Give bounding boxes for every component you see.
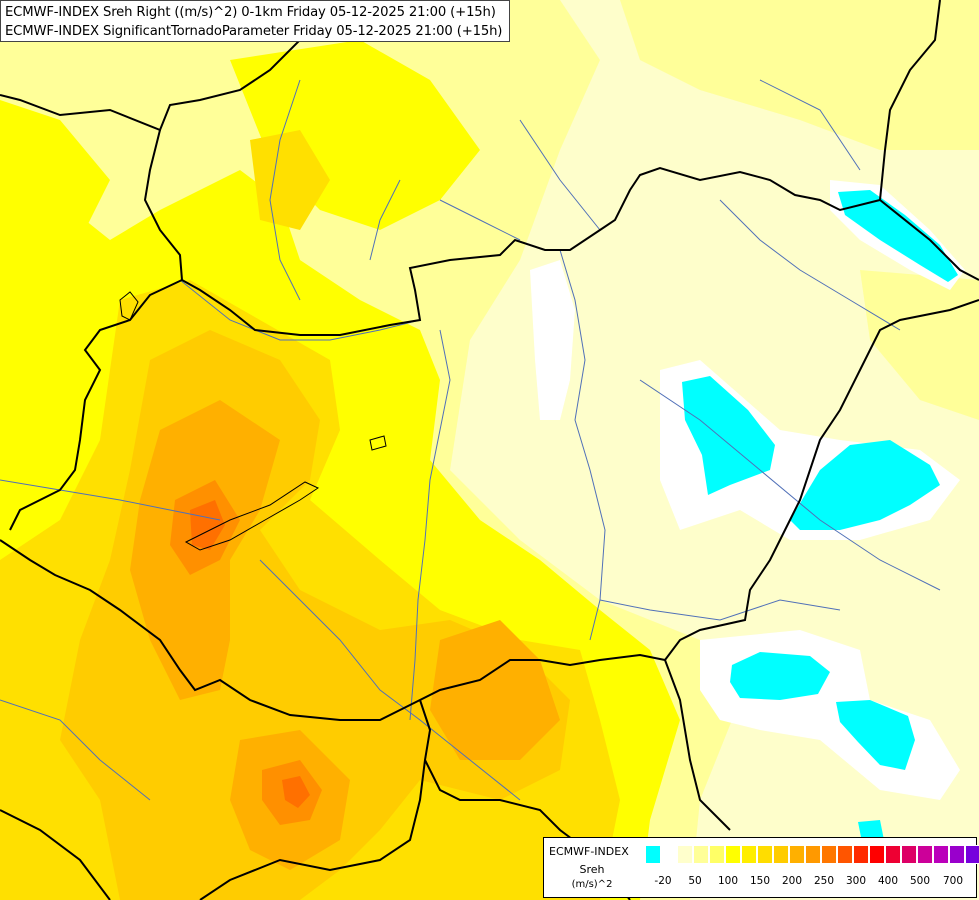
legend-swatch <box>741 845 757 864</box>
legend-swatch <box>693 845 709 864</box>
legend-swatch <box>757 845 773 864</box>
legend-tick-label: 700 <box>942 875 964 887</box>
legend-tick-label: 50 <box>688 875 702 887</box>
field-white-central <box>530 260 575 420</box>
legend-unit-label: (m/s)^2 <box>571 879 613 890</box>
legend-tick-label: 150 <box>749 875 771 887</box>
legend-swatch <box>725 845 741 864</box>
field-orange-mid <box>430 620 560 760</box>
title-line-2: ECMWF-INDEX SignificantTornadoParameter … <box>5 24 503 39</box>
legend-swatch <box>949 845 965 864</box>
field-red-orange <box>190 500 225 550</box>
legend-variable-label: Sreh <box>579 863 605 876</box>
field-cyan-5 <box>838 190 958 282</box>
field-cyan-1 <box>682 376 775 495</box>
legend-tick-label: 100 <box>717 875 739 887</box>
title-line-1: ECMWF-INDEX Sreh Right ((m/s)^2) 0-1km F… <box>5 5 496 20</box>
legend-tick-label: 200 <box>781 875 803 887</box>
legend-swatch <box>933 845 949 864</box>
lake-small-2 <box>119 291 139 321</box>
legend-swatch <box>901 845 917 864</box>
legend-swatch <box>965 845 979 864</box>
legend-swatch <box>885 845 901 864</box>
legend-tick-label: 300 <box>845 875 867 887</box>
legend-swatch <box>789 845 805 864</box>
field-light-yellow-ne <box>860 270 979 420</box>
legend-ticks: -20 50 100 150 200 250 300 400 500 700 <box>644 875 974 889</box>
legend-swatch <box>645 845 661 864</box>
title-box: ECMWF-INDEX Sreh Right ((m/s)^2) 0-1km F… <box>0 0 510 42</box>
field-yellow-nw <box>0 100 110 250</box>
rivers <box>0 79 941 801</box>
legend-tick-label: 500 <box>909 875 931 887</box>
color-legend: ECMWF-INDEX Sreh (m/s)^2 -20 50 100 150 200 2… <box>543 837 979 898</box>
legend-tick-label: -20 <box>654 875 672 887</box>
legend-model-label: ECMWF-INDEX <box>549 845 629 858</box>
legend-swatch <box>869 845 885 864</box>
legend-swatch <box>917 845 933 864</box>
legend-tick-label: 250 <box>813 875 835 887</box>
legend-swatch <box>661 845 677 864</box>
legend-swatch <box>837 845 853 864</box>
field-cyan-3 <box>730 652 830 700</box>
legend-swatch <box>805 845 821 864</box>
field-cyan-2 <box>790 440 940 530</box>
legend-swatch <box>773 845 789 864</box>
field-cyan-4 <box>836 700 915 770</box>
legend-tick-label: 400 <box>877 875 899 887</box>
legend-swatch <box>821 845 837 864</box>
field-gold-north <box>250 130 330 230</box>
legend-swatch <box>677 845 693 864</box>
field-cyan-6 <box>858 820 884 842</box>
field-red-orange-south <box>282 776 310 808</box>
legend-swatches <box>645 845 979 864</box>
lake-balaton <box>184 481 320 551</box>
legend-swatch <box>709 845 725 864</box>
legend-swatch <box>853 845 869 864</box>
lake-small-1 <box>369 435 387 451</box>
